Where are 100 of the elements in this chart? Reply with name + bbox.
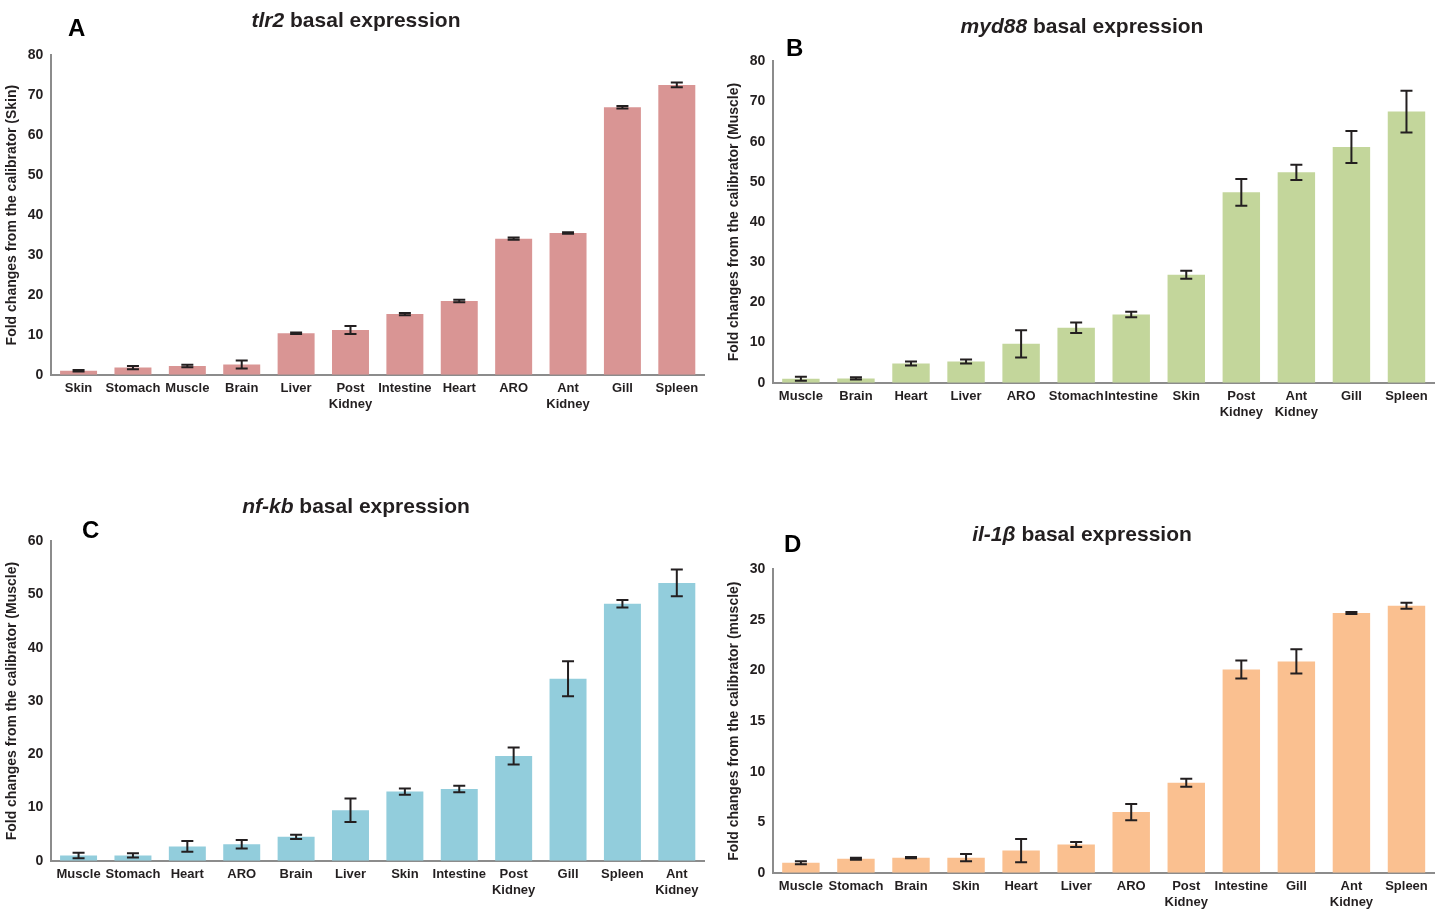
bar bbox=[1167, 274, 1205, 383]
y-tick-label: 5 bbox=[757, 813, 766, 830]
y-tick-label: 80 bbox=[749, 52, 766, 69]
y-tick-label: 50 bbox=[749, 172, 766, 189]
y-tick-label: 40 bbox=[27, 638, 44, 655]
y-tick-label: 20 bbox=[27, 745, 44, 762]
y-tick-label: 70 bbox=[27, 86, 44, 103]
bar bbox=[1332, 612, 1371, 873]
bar bbox=[892, 363, 930, 383]
y-tick-label: 30 bbox=[27, 691, 44, 708]
x-tick-label: Stomach bbox=[828, 878, 884, 894]
x-tick-label: Gill bbox=[1340, 388, 1362, 404]
x-tick-label: Post Kidney bbox=[1219, 388, 1264, 419]
bar bbox=[440, 300, 478, 375]
x-tick-label: Stomach bbox=[1048, 388, 1104, 404]
x-tick-label: Ant Kidney bbox=[546, 380, 591, 411]
y-tick-label: 40 bbox=[749, 212, 766, 229]
bar bbox=[277, 836, 315, 861]
x-tick-label: Heart bbox=[894, 388, 929, 404]
bar bbox=[658, 582, 696, 861]
y-tick-label: 20 bbox=[749, 293, 766, 310]
bar bbox=[1057, 327, 1095, 383]
y-tick-label: 0 bbox=[35, 365, 44, 382]
y-tick-label: 10 bbox=[27, 798, 44, 815]
bar bbox=[1387, 605, 1426, 873]
x-tick-label: Post Kidney bbox=[491, 866, 537, 897]
x-tick-label: Spleen bbox=[601, 866, 644, 882]
bar bbox=[947, 361, 985, 383]
y-tick-label: 10 bbox=[749, 762, 766, 779]
x-tick-label: Muscle bbox=[165, 380, 210, 396]
bar bbox=[1112, 812, 1150, 873]
x-tick-label: Stomach bbox=[105, 866, 161, 882]
y-tick-label: 10 bbox=[749, 333, 766, 350]
x-tick-label: Liver bbox=[280, 380, 312, 396]
bar bbox=[1112, 314, 1150, 383]
bar bbox=[1057, 844, 1095, 873]
y-tick-label: 60 bbox=[27, 126, 44, 143]
y-tick-label: 30 bbox=[749, 253, 766, 270]
x-tick-label: Brain bbox=[225, 380, 259, 396]
x-tick-label: Skin bbox=[952, 878, 980, 894]
bar bbox=[332, 810, 369, 861]
x-tick-label: Ant Kidney bbox=[1274, 388, 1319, 419]
chart-title: nf-kb basal expression bbox=[242, 494, 470, 517]
x-tick-label: Intestine bbox=[432, 866, 486, 882]
y-tick-label: 80 bbox=[27, 46, 44, 63]
bar bbox=[168, 846, 206, 861]
x-tick-label: Ant Kidney bbox=[1329, 878, 1374, 909]
y-tick-label: 40 bbox=[27, 205, 44, 222]
y-tick-label: 60 bbox=[27, 532, 44, 549]
x-tick-label: ARO bbox=[1006, 388, 1036, 404]
x-tick-label: Spleen bbox=[1385, 388, 1428, 404]
y-axis-title: Fold changes from the calibrator (Muscle) bbox=[3, 561, 20, 841]
x-tick-label: ARO bbox=[1116, 878, 1146, 894]
bar bbox=[440, 788, 478, 861]
x-tick-label: Muscle bbox=[778, 878, 823, 894]
x-tick-label: Muscle bbox=[56, 866, 101, 882]
x-tick-label: Heart bbox=[170, 866, 205, 882]
bar bbox=[658, 84, 696, 375]
y-tick-label: 20 bbox=[749, 661, 766, 678]
x-tick-label: Post Kidney bbox=[1164, 878, 1209, 909]
y-tick-label: 30 bbox=[749, 560, 766, 577]
bar bbox=[386, 791, 424, 861]
bar bbox=[1387, 111, 1426, 383]
bar bbox=[1002, 850, 1040, 873]
y-tick-label: 30 bbox=[27, 245, 44, 262]
text: D bbox=[784, 530, 802, 558]
y-tick-label: 10 bbox=[27, 325, 44, 342]
bar bbox=[223, 844, 261, 861]
chart-title: tlr2 basal expression bbox=[251, 8, 461, 31]
bar bbox=[549, 678, 587, 861]
y-tick-label: 25 bbox=[749, 610, 766, 627]
y-tick-label: 50 bbox=[27, 166, 44, 183]
x-tick-label: Gill bbox=[1285, 878, 1307, 894]
x-tick-label: Liver bbox=[1060, 878, 1092, 894]
bar bbox=[495, 238, 533, 375]
x-tick-label: Brain bbox=[279, 866, 313, 882]
x-tick-label: Ant Kidney bbox=[655, 866, 700, 897]
x-tick-label: Post Kidney bbox=[328, 380, 373, 411]
y-axis-title: Fold changes from the calibrator (Muscle) bbox=[725, 82, 742, 362]
x-tick-label: Intestine bbox=[1214, 878, 1269, 894]
bar bbox=[1277, 661, 1316, 873]
x-tick-label: Skin bbox=[1172, 388, 1201, 404]
x-tick-label: Spleen bbox=[655, 380, 699, 396]
bar bbox=[1002, 343, 1040, 383]
bar bbox=[549, 233, 587, 375]
x-tick-label: Muscle bbox=[778, 388, 823, 404]
bar bbox=[386, 314, 424, 375]
bar bbox=[1222, 669, 1261, 873]
text: A bbox=[68, 14, 86, 42]
bar bbox=[1332, 146, 1371, 383]
y-tick-label: 0 bbox=[35, 851, 44, 868]
chart-title: myd88 basal expression bbox=[960, 14, 1204, 37]
x-tick-label: ARO bbox=[227, 866, 257, 882]
x-tick-label: Intestine bbox=[1104, 388, 1158, 404]
y-tick-label: 20 bbox=[27, 285, 44, 302]
x-tick-label: Spleen bbox=[1385, 878, 1428, 894]
x-tick-label: Heart bbox=[442, 380, 477, 396]
bar bbox=[1222, 192, 1261, 383]
bar bbox=[1167, 782, 1205, 873]
x-tick-label: Stomach bbox=[105, 380, 161, 396]
